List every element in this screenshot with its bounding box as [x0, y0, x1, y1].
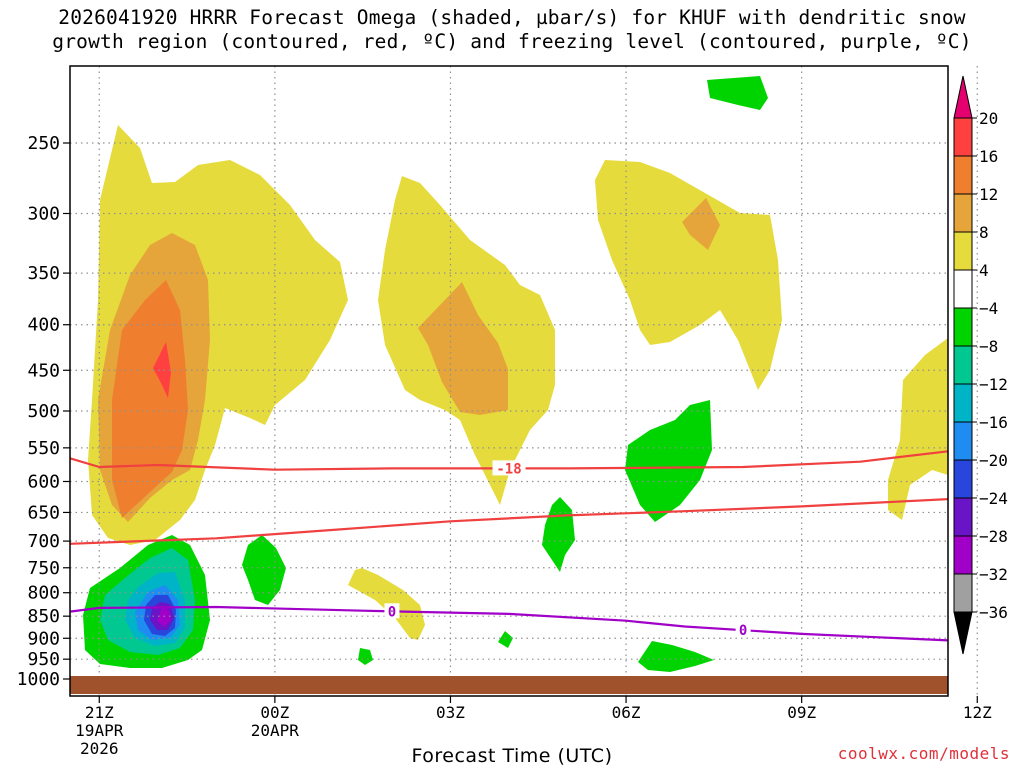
- omega-region-4-far-right: [888, 338, 948, 520]
- colorbar-swatch-1: [953, 117, 973, 157]
- colorbar-label-6: −8: [979, 337, 998, 356]
- dgz-upper-label-0: -18: [496, 461, 521, 477]
- colorbar-swatch-6: [953, 307, 973, 347]
- colorbar-swatch-9: [953, 421, 973, 461]
- colorbar-swatch-10: [953, 459, 973, 499]
- colorbar-bottom-arrow: [953, 611, 973, 655]
- colorbar-label-13: −36: [979, 603, 1008, 622]
- x-tick-label-06z: 06Z: [612, 703, 641, 722]
- omega-region-16-left: [153, 342, 171, 398]
- colorbar-top-arrow: [953, 75, 973, 119]
- x-tick-date-00z: 20APR: [251, 721, 300, 740]
- colorbar-swatch-3: [953, 193, 973, 233]
- freezing-level-label-1: 0: [739, 623, 747, 639]
- y-tick-label-750: 750: [27, 558, 60, 579]
- x-tick-label-21z: 21Z: [85, 703, 114, 722]
- colorbar-label-4: 4: [979, 261, 989, 280]
- credit-text: coolwx.com/models: [837, 744, 1010, 763]
- x-tick-label-00z: 00Z: [260, 703, 289, 722]
- x-tick-label-12z: 12Z: [963, 703, 992, 722]
- colorbar-swatch-7: [953, 345, 973, 385]
- omega-region-8-middle: [418, 282, 508, 415]
- y-tick-label-700: 700: [27, 531, 60, 552]
- colorbar-swatch-12: [953, 535, 973, 575]
- colorbar-label-9: −20: [979, 451, 1008, 470]
- ground-terrain: [70, 676, 948, 694]
- colorbar-label-8: −16: [979, 413, 1008, 432]
- y-tick-label-900: 900: [27, 628, 60, 649]
- colorbar-swatch-2: [953, 155, 973, 195]
- y-tick-label-1000: 1000: [17, 669, 60, 690]
- chart-title-line1: 2026041920 HRRR Forecast Omega (shaded, …: [58, 6, 966, 29]
- y-tick-label-550: 550: [27, 438, 60, 459]
- y-tick-label-250: 250: [27, 133, 60, 154]
- colorbar-label-3: 8: [979, 223, 989, 242]
- freezing-level-label-bg-1: [735, 622, 751, 638]
- colorbar-label-7: −12: [979, 375, 1008, 394]
- omega-region-4-right: [595, 160, 782, 390]
- dgz-lower-line: [69, 498, 949, 545]
- freezing-level-line: [69, 605, 949, 642]
- y-tick-label-650: 650: [27, 502, 60, 523]
- colorbar-label-1: 16: [979, 147, 998, 166]
- colorbar: 20 16 12 8 4 −4 −8 −12 −16 −20 −24 −28 −32 −36: [953, 75, 1008, 655]
- y-tick-label-800: 800: [27, 583, 60, 604]
- omega-region-12-left: [112, 280, 188, 518]
- x-tick-year-21z: 2026: [80, 739, 119, 758]
- colorbar-label-5: −4: [979, 299, 998, 318]
- colorbar-label-0: 20: [979, 109, 998, 128]
- y-tick-label-350: 350: [27, 263, 60, 284]
- y-tick-label-300: 300: [27, 203, 60, 224]
- colorbar-swatch-13: [953, 573, 973, 613]
- y-tick-label-450: 450: [27, 360, 60, 381]
- x-tick-label-03z: 03Z: [436, 703, 465, 722]
- omega-region-neg4-top: [707, 76, 768, 110]
- omega-region-neg4-e: [498, 631, 513, 648]
- y-tick-label-850: 850: [27, 606, 60, 627]
- colorbar-swatch-4: [953, 231, 973, 271]
- omega-region-neg4-d: [358, 648, 373, 665]
- omega-region-8-right: [682, 198, 720, 250]
- colorbar-swatch-5: [953, 269, 973, 309]
- dgz-upper-label-bg-0: [492, 460, 526, 476]
- colorbar-swatch-11: [953, 497, 973, 537]
- y-axis: 2503003504004505005506006507007508008509…: [17, 133, 70, 690]
- plot-frame: [69, 65, 949, 697]
- x-axis-title: Forecast Time (UTC): [411, 745, 613, 767]
- colorbar-label-12: −32: [979, 565, 1008, 584]
- colorbar-label-11: −28: [979, 527, 1008, 546]
- chart-title-line2: growth region (contoured, red, ºC) and f…: [52, 30, 972, 53]
- omega-region-neg4-f: [638, 641, 714, 672]
- y-tick-label-950: 950: [27, 649, 60, 670]
- omega-region-neg4-a: [242, 535, 286, 605]
- freezing-level-label-0: 0: [388, 604, 396, 620]
- x-tick-label-09z: 09Z: [787, 703, 816, 722]
- y-tick-label-500: 500: [27, 401, 60, 422]
- y-tick-label-400: 400: [27, 315, 60, 336]
- y-tick-label-600: 600: [27, 471, 60, 492]
- colorbar-label-2: 12: [979, 185, 998, 204]
- omega-region-neg28-main: [157, 607, 171, 627]
- colorbar-swatch-8: [953, 383, 973, 423]
- omega-shading: [83, 76, 948, 672]
- dgz-upper-line: [69, 450, 949, 471]
- omega-region-neg4-b: [625, 400, 712, 522]
- colorbar-label-10: −24: [979, 489, 1008, 508]
- freezing-level-label-bg-0: [384, 603, 400, 619]
- x-tick-date-21z: 19APR: [75, 721, 124, 740]
- dgz-upper-label-bg-1: [1019, 442, 1024, 458]
